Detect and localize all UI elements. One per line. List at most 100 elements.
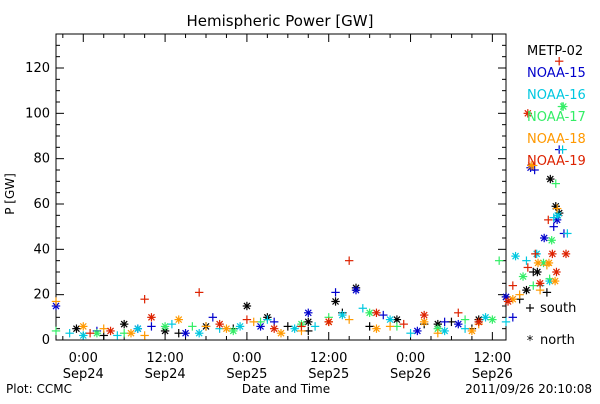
data-point-south xyxy=(399,319,408,329)
x-tick-label-time: 12:00 xyxy=(474,351,511,366)
data-point-stroke xyxy=(540,234,548,242)
y-tick-label: 20 xyxy=(33,288,50,303)
data-point-stroke xyxy=(127,329,135,337)
data-point-stroke xyxy=(373,309,380,317)
data-point-stroke xyxy=(454,320,462,328)
data-point-south xyxy=(283,322,293,331)
data-point-north xyxy=(290,324,299,333)
data-point-stroke xyxy=(243,302,251,310)
data-point-south xyxy=(263,315,272,324)
data-point-south xyxy=(51,297,61,306)
data-point-stroke xyxy=(79,322,87,330)
data-point-north xyxy=(194,329,204,338)
data-point-north xyxy=(547,236,556,245)
data-point-stroke xyxy=(559,103,567,110)
data-point-stroke xyxy=(52,302,60,310)
legend-entry: NOAA-15 xyxy=(527,66,586,81)
data-point-north xyxy=(559,102,568,111)
data-point-stroke xyxy=(291,325,299,333)
data-point-north xyxy=(440,326,449,336)
data-point-stroke xyxy=(216,320,224,328)
data-point-stroke xyxy=(554,211,562,219)
data-point-north xyxy=(454,319,463,329)
data-point-stroke xyxy=(553,216,561,224)
data-point-stroke xyxy=(551,277,559,285)
data-point-south xyxy=(542,288,552,297)
data-point-north xyxy=(174,315,183,324)
data-point-south xyxy=(460,315,470,324)
data-point-stroke xyxy=(420,318,428,326)
data-point-north xyxy=(181,329,190,338)
data-point-stroke xyxy=(545,259,553,267)
data-point-stroke xyxy=(304,309,312,317)
data-point-south xyxy=(515,290,524,299)
data-point-stroke xyxy=(512,252,519,260)
data-point-stroke xyxy=(502,293,510,301)
data-point-south xyxy=(406,329,415,338)
data-point-south xyxy=(549,222,558,231)
data-point-stroke xyxy=(161,322,169,330)
x-tick-label-time: 12:00 xyxy=(146,351,183,366)
data-point-south xyxy=(331,288,340,297)
data-point-stroke xyxy=(134,325,142,333)
data-point-north xyxy=(550,276,560,286)
y-tick-label: 60 xyxy=(33,197,50,212)
data-point-stroke xyxy=(548,250,556,258)
data-point-stroke xyxy=(107,327,114,335)
data-point-north xyxy=(553,211,563,220)
data-point-north xyxy=(467,326,477,336)
data-point-stroke xyxy=(488,316,496,324)
data-point-south xyxy=(460,324,470,333)
data-point-north xyxy=(338,310,347,320)
data-point-south xyxy=(508,281,518,290)
data-point-stroke xyxy=(434,325,442,333)
x-tick-label-date: Sep26 xyxy=(390,367,431,382)
data-point-stroke xyxy=(533,268,541,276)
data-point-stroke xyxy=(519,273,527,280)
y-axis: 0 20 40 60 80 100 120 xyxy=(25,33,506,348)
data-point-stroke xyxy=(420,311,428,319)
data-point-north xyxy=(331,297,340,306)
data-point-stroke xyxy=(475,318,483,326)
data-point-south xyxy=(440,317,449,327)
data-point-south xyxy=(249,317,258,327)
plot-area xyxy=(55,33,507,341)
data-point-stroke xyxy=(468,327,476,335)
data-point-south xyxy=(65,329,74,338)
data-point-stroke xyxy=(195,329,203,337)
data-point-south xyxy=(454,308,463,317)
legend-entry: NOAA-18 xyxy=(527,132,586,147)
data-point-south xyxy=(188,322,197,331)
data-point-north xyxy=(488,315,497,324)
data-point-north xyxy=(372,308,381,317)
legend-plus-symbol xyxy=(526,304,534,312)
y-tick-label: 0 xyxy=(42,333,50,348)
data-point-north xyxy=(535,279,545,288)
data-point-south xyxy=(552,204,562,213)
data-point-south xyxy=(140,331,149,340)
data-point-north xyxy=(106,326,115,336)
data-point-stroke xyxy=(482,313,489,321)
data-point-north xyxy=(533,258,543,268)
data-point-south xyxy=(433,329,443,338)
x-axis-label: Date and Time xyxy=(242,382,330,396)
data-point-stroke xyxy=(175,316,183,324)
y-tick-label: 80 xyxy=(33,152,50,167)
plot-frame xyxy=(55,33,507,341)
data-point-north xyxy=(474,317,483,327)
x-tick-label-time: 0:00 xyxy=(69,351,98,366)
data-point-stroke xyxy=(534,259,542,267)
data-point-south xyxy=(167,319,177,329)
data-point-stroke xyxy=(148,313,155,321)
data-point-south xyxy=(147,322,156,331)
data-points xyxy=(51,57,572,340)
data-point-south xyxy=(85,329,95,338)
data-point-south xyxy=(558,145,567,154)
data-point-south xyxy=(358,304,368,313)
data-point-south xyxy=(51,326,61,336)
data-point-south xyxy=(522,256,531,265)
data-point-stroke xyxy=(270,325,278,333)
data-point-stroke xyxy=(527,162,535,169)
